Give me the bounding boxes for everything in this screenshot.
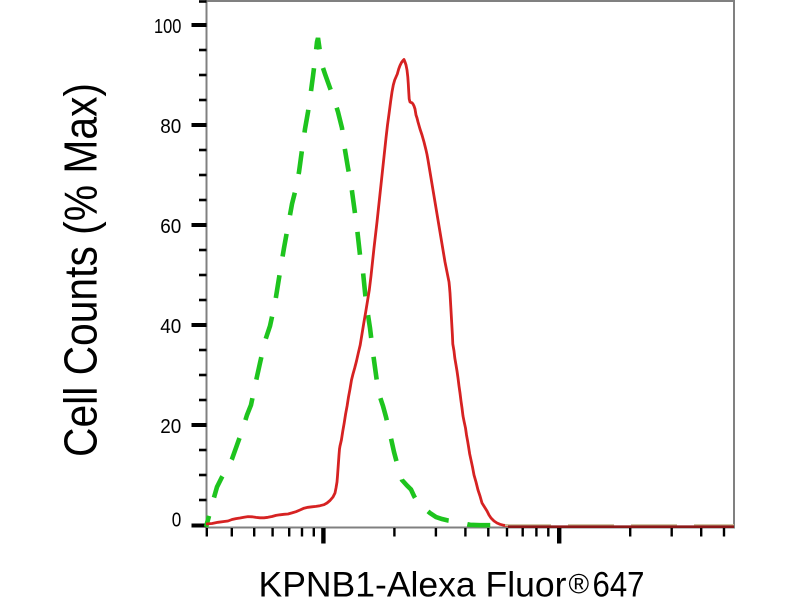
svg-text:0: 0 bbox=[172, 510, 182, 532]
svg-text:®: ® bbox=[569, 569, 590, 600]
svg-text:100: 100 bbox=[154, 16, 181, 38]
svg-text:80: 80 bbox=[160, 116, 181, 138]
svg-text:Cell Counts (% Max): Cell Counts (% Max) bbox=[55, 83, 107, 457]
svg-text:40: 40 bbox=[160, 316, 181, 338]
svg-text:60: 60 bbox=[160, 216, 181, 238]
svg-text:KPNB1-Alexa Fluor: KPNB1-Alexa Fluor bbox=[259, 566, 567, 600]
svg-text:647: 647 bbox=[593, 566, 645, 600]
svg-text:20: 20 bbox=[160, 416, 181, 438]
